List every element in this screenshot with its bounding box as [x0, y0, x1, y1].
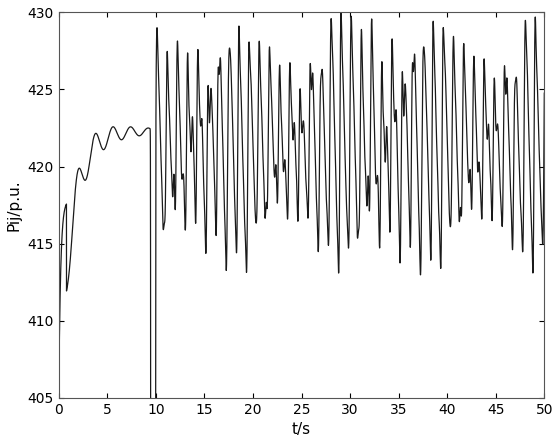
Y-axis label: Pij/p.u.: Pij/p.u. — [7, 179, 22, 231]
X-axis label: t/s: t/s — [292, 422, 311, 437]
